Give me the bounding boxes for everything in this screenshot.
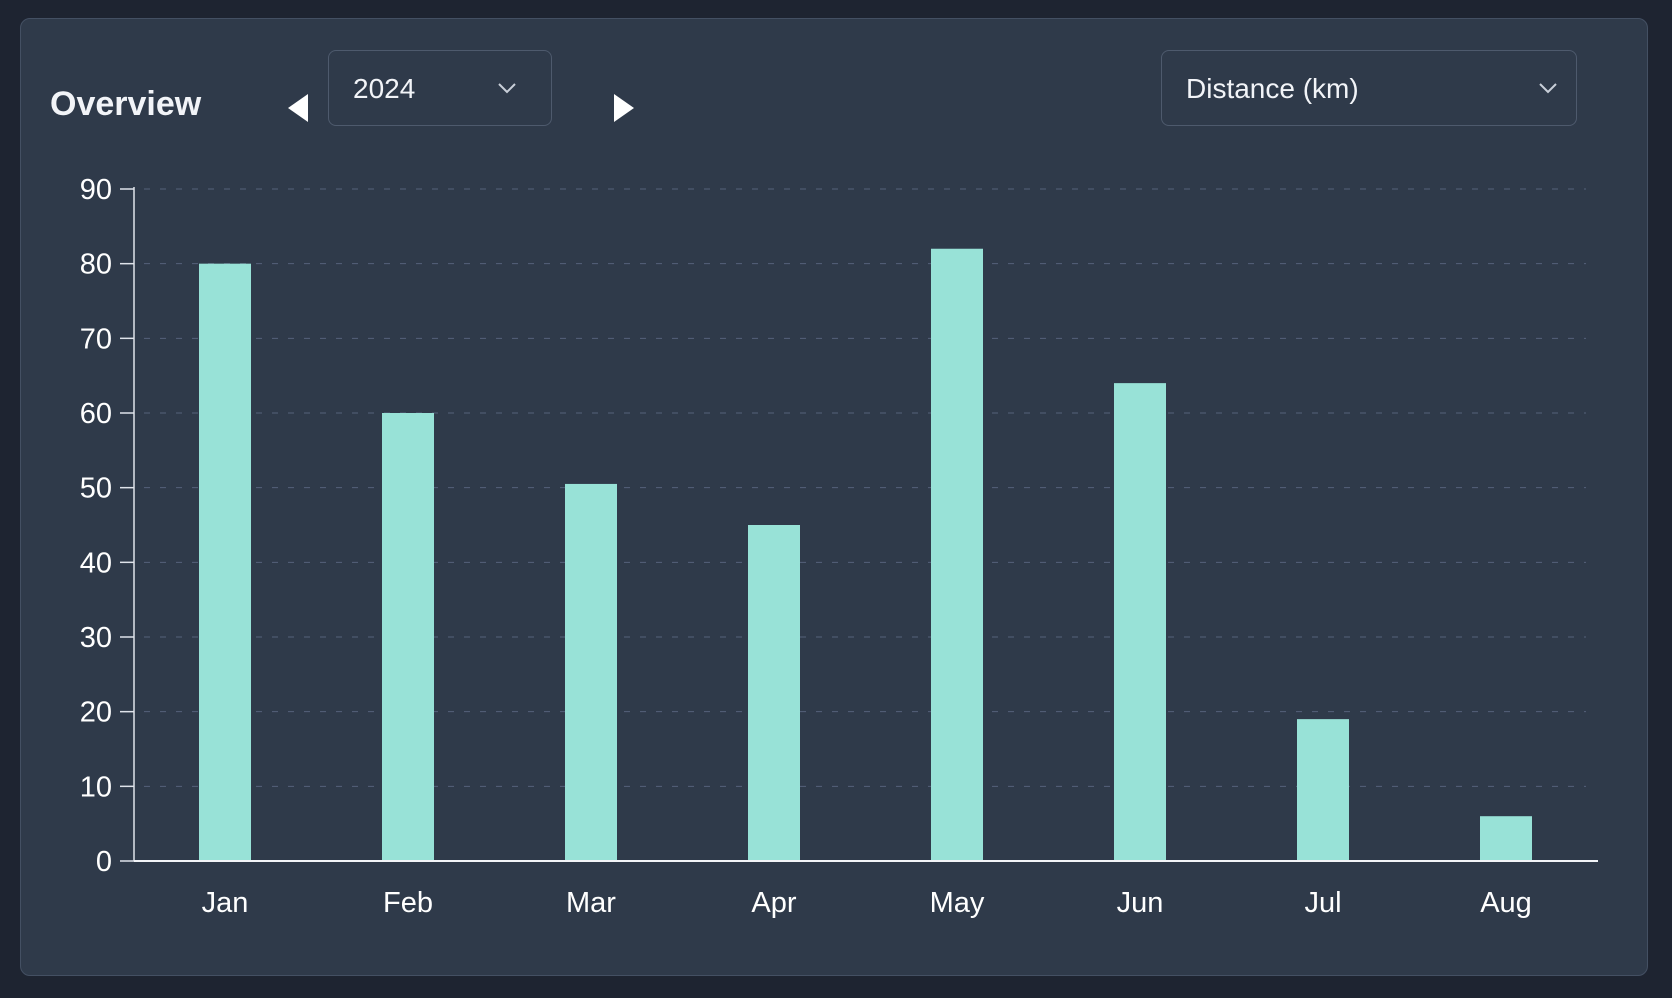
x-tick-label: Jan [202, 887, 249, 919]
triangle-left-icon [288, 94, 308, 122]
previous-year-button[interactable] [282, 90, 318, 126]
x-tick-label: Aug [1480, 887, 1532, 919]
bar-jul[interactable] [1297, 719, 1349, 861]
bar-apr[interactable] [748, 525, 800, 861]
year-select[interactable]: 2024 [328, 50, 552, 126]
metric-select[interactable]: Distance (km) [1161, 50, 1577, 126]
bar-jun[interactable] [1114, 383, 1166, 861]
bar-may[interactable] [931, 248, 983, 861]
metric-select-value: Distance (km) [1186, 73, 1359, 104]
overview-panel [20, 18, 1648, 976]
y-tick-label: 50 [80, 473, 112, 505]
year-select-value: 2024 [353, 73, 416, 104]
x-tick-label: May [930, 887, 985, 919]
triangle-right-icon [614, 94, 634, 122]
x-tick-label: Jun [1117, 887, 1164, 919]
y-tick-label: 10 [80, 771, 112, 803]
y-tick-label: 40 [80, 547, 112, 579]
y-tick-label: 20 [80, 697, 112, 729]
y-tick-label: 90 [80, 174, 112, 206]
chevron-down-icon [1539, 83, 1557, 94]
next-year-button[interactable] [604, 90, 640, 126]
y-tick-label: 80 [80, 249, 112, 281]
y-tick-label: 30 [80, 622, 112, 654]
bar-aug[interactable] [1480, 816, 1532, 861]
chevron-down-icon [498, 83, 516, 94]
page-title: Overview [50, 85, 202, 123]
y-tick-label: 60 [80, 398, 112, 430]
x-tick-label: Jul [1304, 887, 1341, 919]
x-tick-label: Feb [383, 887, 433, 919]
y-tick-label: 70 [80, 323, 112, 355]
bar-mar[interactable] [565, 483, 617, 861]
x-tick-label: Mar [566, 887, 616, 919]
bar-feb[interactable] [382, 413, 434, 861]
x-tick-label: Apr [751, 887, 796, 919]
bar-jan[interactable] [199, 263, 251, 862]
y-tick-label: 0 [96, 846, 112, 878]
